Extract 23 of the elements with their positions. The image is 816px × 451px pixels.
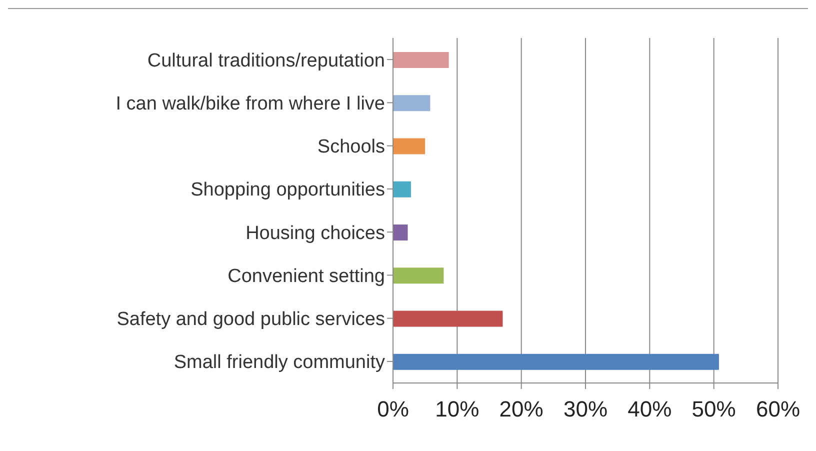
bar xyxy=(393,354,719,370)
bar xyxy=(393,310,503,327)
bar xyxy=(393,268,444,284)
bar xyxy=(393,95,430,112)
x-tick-label: 0% xyxy=(377,396,409,422)
x-tick-label: 60% xyxy=(756,396,800,422)
bar xyxy=(393,224,408,240)
y-tick-label: Small friendly community xyxy=(174,352,386,374)
x-tick-label: 20% xyxy=(499,396,544,422)
x-tick-label: 10% xyxy=(435,396,480,422)
x-tick-label: 40% xyxy=(628,396,672,422)
bar xyxy=(393,181,411,198)
y-tick-label: Convenient setting xyxy=(228,266,385,287)
x-tick-label: 50% xyxy=(692,396,736,422)
y-tick-label: Cultural traditions/reputation xyxy=(147,50,385,72)
y-tick-label: Safety and good public services xyxy=(116,309,385,330)
y-tick-label: I can walk/bike from where I live xyxy=(116,93,385,114)
y-tick-label: Housing choices xyxy=(246,222,385,244)
bar xyxy=(393,138,426,154)
y-tick-label: Shopping opportunities xyxy=(190,180,385,201)
bar xyxy=(393,52,449,68)
x-tick-label: 30% xyxy=(563,396,608,422)
y-tick-label: Schools xyxy=(317,136,385,158)
